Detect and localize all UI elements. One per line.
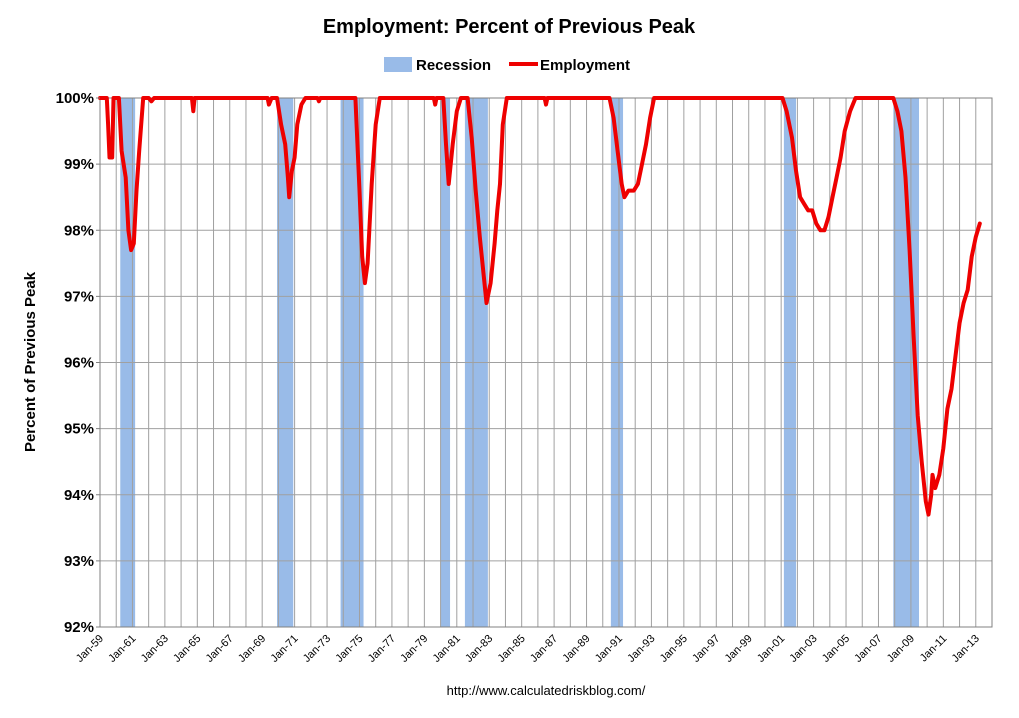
y-axis-label: Percent of Previous Peak bbox=[22, 271, 39, 452]
series-layer bbox=[98, 96, 982, 517]
y-tick-label: 96% bbox=[64, 355, 94, 372]
y-tick-label: 93% bbox=[64, 553, 94, 570]
chart-title: Employment: Percent of Previous Peak bbox=[323, 16, 696, 38]
y-tick-label: 99% bbox=[64, 156, 94, 173]
y-tick-label: 92% bbox=[64, 619, 94, 636]
y-tick-label: 94% bbox=[64, 487, 94, 504]
y-tick-label: 98% bbox=[64, 222, 94, 239]
legend-recession-swatch bbox=[384, 57, 412, 72]
legend-recession-label: Recession bbox=[416, 57, 491, 74]
y-tick-label: 95% bbox=[64, 421, 94, 438]
y-tick-label: 100% bbox=[56, 90, 94, 107]
y-tick-label: 97% bbox=[64, 288, 94, 305]
y-tick-labels: 92% 93% 94% 95% 96% 97% 98% 99% 100% bbox=[56, 90, 100, 636]
employment-line bbox=[98, 96, 982, 517]
legend-employment-label: Employment bbox=[540, 57, 630, 74]
legend: Recession Employment bbox=[384, 57, 630, 74]
source-url: http://www.calculatedriskblog.com/ bbox=[447, 683, 646, 698]
